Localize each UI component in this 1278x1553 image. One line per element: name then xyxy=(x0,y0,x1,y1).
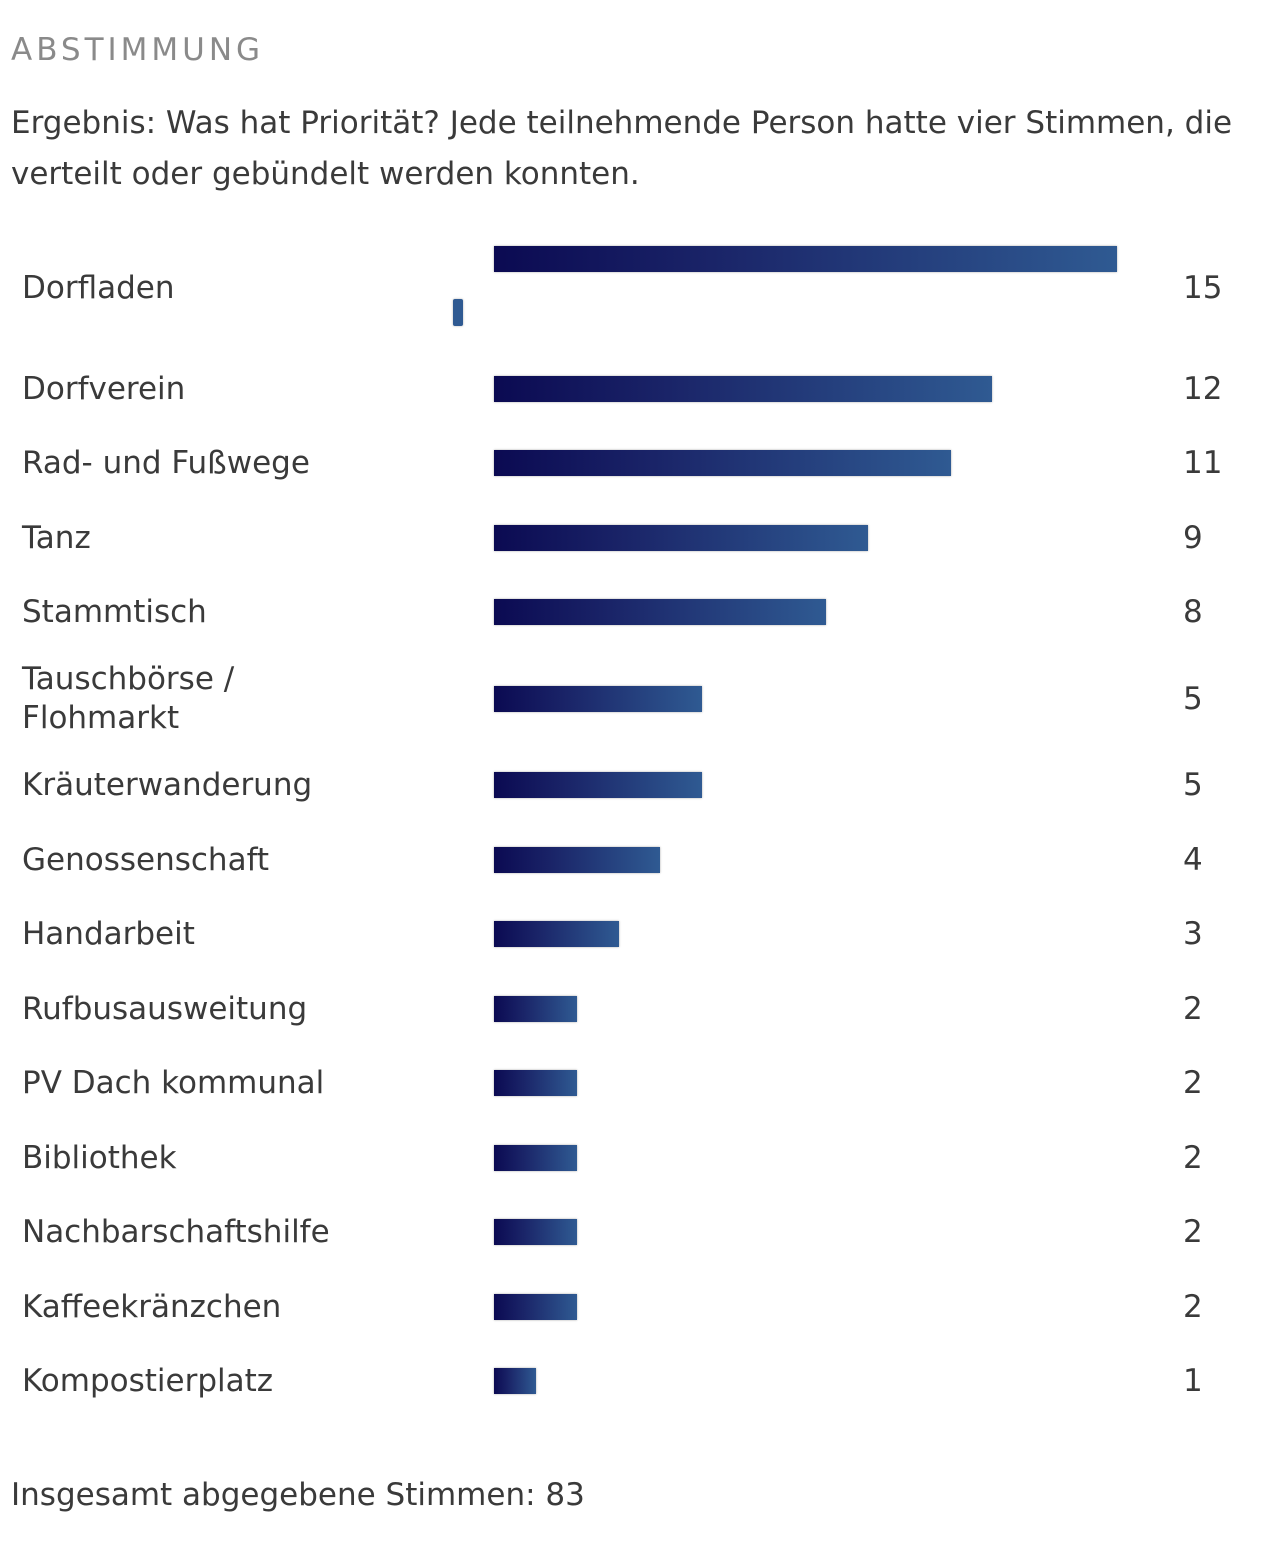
bar xyxy=(494,921,619,947)
category-label: Tanz xyxy=(22,520,91,556)
bar xyxy=(494,1368,536,1394)
scroll-marker xyxy=(453,299,463,326)
bar xyxy=(494,686,702,712)
value-label: 2 xyxy=(1183,1214,1203,1250)
bar xyxy=(494,772,702,798)
category-label: Genossenschaft xyxy=(22,842,270,878)
category-label: Kompostierplatz xyxy=(22,1363,274,1399)
bar xyxy=(494,1070,577,1096)
total-votes-text: Insgesamt abgegebene Stimmen: 83 xyxy=(11,1477,585,1513)
bar xyxy=(494,376,992,402)
section-heading: ABSTIMMUNG xyxy=(11,32,265,68)
value-label: 2 xyxy=(1183,991,1203,1027)
bar xyxy=(494,599,826,625)
category-label: Rufbusausweitung xyxy=(22,991,308,1027)
bar xyxy=(494,525,868,551)
value-label: 5 xyxy=(1183,681,1203,717)
value-label: 3 xyxy=(1183,916,1203,952)
intro-text: Ergebnis: Was hat Priorität? Jede teilne… xyxy=(11,105,1233,192)
category-label: Bibliothek xyxy=(22,1140,177,1176)
bar xyxy=(494,1145,577,1171)
bar xyxy=(494,847,660,873)
value-label: 4 xyxy=(1183,842,1203,878)
category-label: Dorfverein xyxy=(22,371,186,407)
category-label: Stammtisch xyxy=(22,594,207,630)
value-label: 9 xyxy=(1183,520,1203,556)
category-label: Dorfladen xyxy=(22,270,175,306)
category-label: Nachbarschaftshilfe xyxy=(22,1214,330,1250)
value-label: 2 xyxy=(1183,1140,1203,1176)
value-label: 15 xyxy=(1183,270,1223,306)
vote-results-chart: Dorfladen 15 Dorfverein 12 Rad- und Fußwege 1… xyxy=(0,230,1278,1420)
category-label: PV Dach kommunal xyxy=(22,1065,325,1101)
bar xyxy=(494,246,1117,272)
bar xyxy=(494,450,951,476)
value-label: 1 xyxy=(1183,1363,1203,1399)
value-label: 2 xyxy=(1183,1065,1203,1101)
category-label: Kaffeekränzchen xyxy=(22,1289,282,1325)
category-label: Kräuterwanderung xyxy=(22,767,313,803)
bar xyxy=(494,1294,577,1320)
bar xyxy=(494,1219,577,1245)
bar xyxy=(494,996,577,1022)
value-label: 5 xyxy=(1183,767,1203,803)
value-label: 11 xyxy=(1183,445,1223,481)
value-label: 2 xyxy=(1183,1289,1203,1325)
category-label: Rad- und Fußwege xyxy=(22,445,310,481)
value-label: 12 xyxy=(1183,371,1223,407)
category-label: Handarbeit xyxy=(22,916,195,952)
category-label: Tauschbörse / Flohmarkt xyxy=(22,661,235,736)
value-label: 8 xyxy=(1183,594,1203,630)
